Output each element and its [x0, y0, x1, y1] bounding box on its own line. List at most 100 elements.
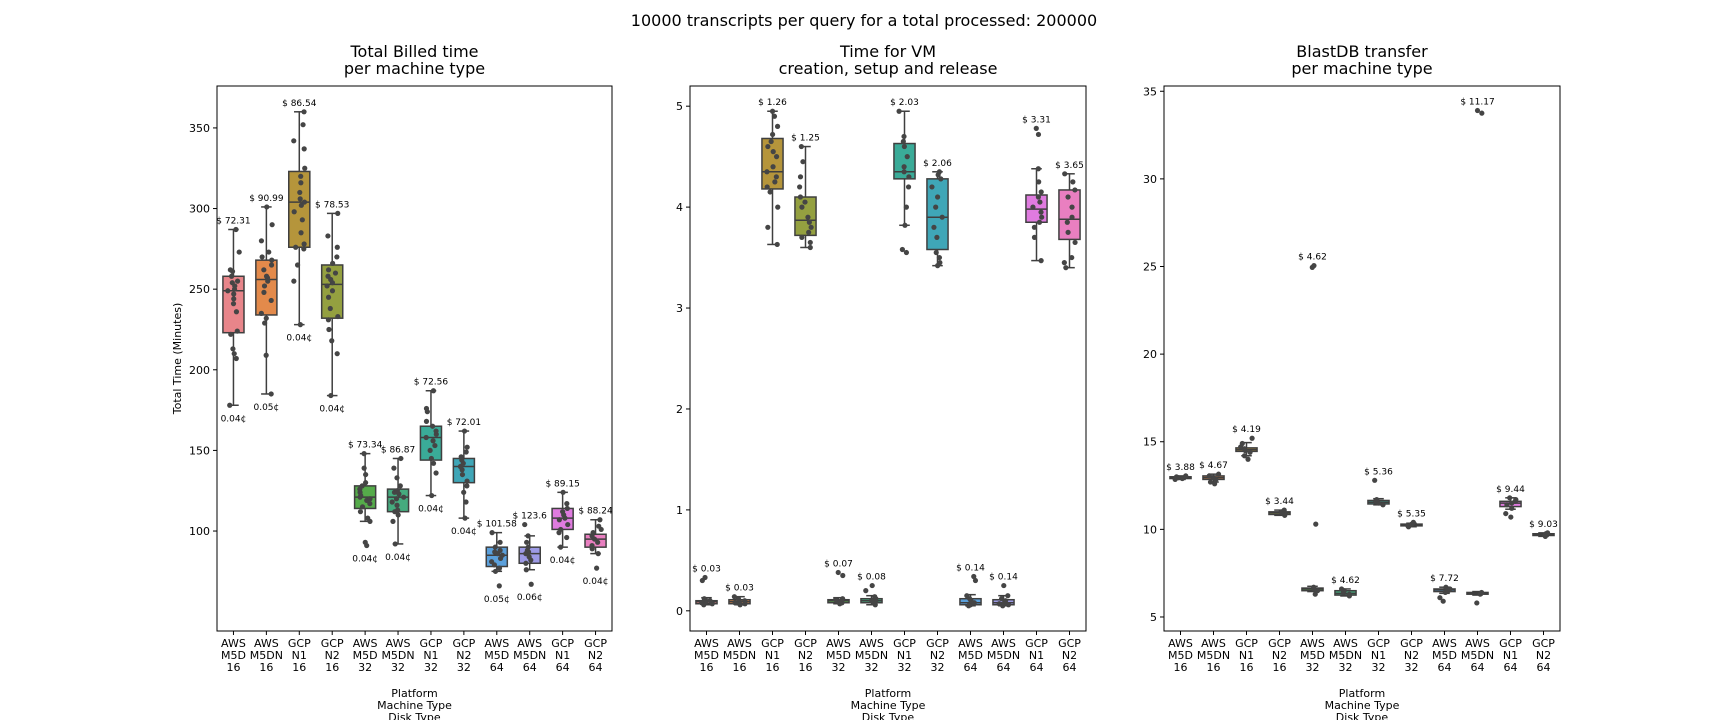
x-tick-label-line: 16	[292, 661, 306, 674]
data-point	[1002, 598, 1009, 604]
y-tick-label: 300	[189, 203, 210, 216]
data-point	[462, 515, 468, 521]
data-point	[938, 176, 944, 182]
data-point	[699, 600, 705, 606]
data-point	[797, 194, 804, 200]
x-tick-label: GCP N2 32	[926, 637, 949, 674]
box-2-12: $ 3.65	[1055, 161, 1084, 271]
x-tick-label-line: M5D	[958, 649, 983, 662]
data-point	[430, 460, 437, 466]
x-tick-label-line: AWS	[859, 637, 884, 650]
cost-label: $ 101.58	[477, 520, 517, 530]
panel-title: BlastDB transfer per machine type	[1291, 42, 1432, 78]
x-tick-label-line: GCP	[584, 637, 607, 650]
data-point	[832, 597, 839, 603]
data-point	[770, 164, 776, 170]
plot-frame	[689, 85, 1087, 632]
data-point	[1069, 254, 1075, 261]
data-point	[423, 405, 430, 412]
cost-label: $ 0.03	[725, 584, 754, 594]
data-point	[936, 254, 943, 261]
x-tick-label-line: AWS	[1432, 637, 1457, 650]
x-tick-label-line: GCP	[1268, 637, 1291, 650]
panel-title-line: Total Billed time	[350, 42, 479, 61]
data-point	[1062, 171, 1068, 177]
data-point	[1346, 591, 1352, 597]
data-point	[1035, 131, 1042, 138]
x-tick-label: AWS M5DN 32	[1329, 637, 1362, 674]
data-point	[807, 239, 813, 246]
x-tick-label-line: AWS	[254, 637, 279, 650]
data-point	[258, 310, 264, 316]
data-point	[357, 509, 364, 515]
data-point	[298, 180, 304, 186]
data-point	[432, 442, 438, 449]
x-axis-label-line: Platform	[1339, 687, 1385, 700]
data-point	[429, 492, 435, 499]
data-point	[301, 199, 308, 205]
x-tick-label-line: AWS	[1168, 637, 1193, 650]
y-tick-label: 250	[189, 283, 210, 296]
x-tick-label: AWS M5DN 64	[1461, 637, 1494, 674]
box-1-3: $ 86.54 0.04¢	[282, 99, 317, 344]
data-point	[1508, 514, 1514, 520]
data-point	[394, 475, 400, 481]
box-2-8: $ 2.06	[923, 159, 952, 269]
cost-label: $ 1.25	[791, 134, 820, 144]
data-point	[397, 483, 403, 489]
data-point	[905, 184, 912, 190]
figure-title: 10000 transcripts per query for a total …	[630, 11, 1098, 30]
x-tick-label: GCP N2 16	[321, 637, 344, 674]
data-point	[395, 512, 401, 518]
data-point	[263, 352, 269, 358]
data-point	[264, 204, 270, 210]
data-point	[1380, 502, 1386, 508]
data-point	[268, 262, 275, 268]
data-point	[840, 572, 846, 579]
data-point	[227, 402, 233, 408]
data-point	[1443, 584, 1449, 590]
data-point	[900, 138, 906, 145]
data-point	[299, 217, 305, 223]
y-axis-label: Total Time (Minutes)	[171, 303, 184, 416]
data-point	[972, 577, 979, 584]
x-tick-label-line: M5DN	[723, 649, 756, 662]
data-point	[499, 552, 505, 558]
box-1-9: $ 101.58 0.05¢	[477, 520, 517, 605]
data-point	[423, 434, 429, 441]
box-3-12: $ 9.03	[1529, 520, 1558, 539]
data-point	[933, 204, 939, 210]
data-point	[1005, 602, 1012, 608]
x-tick-label: AWS M5D 16	[221, 637, 246, 674]
data-point	[764, 169, 770, 175]
y-tick-label: 30	[1143, 173, 1157, 186]
box-3-10: $ 11.17	[1460, 98, 1495, 606]
data-point	[325, 294, 332, 300]
cost-label: $ 0.14	[989, 573, 1018, 583]
data-point	[1001, 582, 1007, 589]
cost-label: $ 3.65	[1055, 161, 1084, 171]
data-point	[1247, 449, 1253, 455]
x-tick-label: GCP N1 32	[1367, 637, 1390, 674]
x-tick-label: AWS M5D 64	[1432, 637, 1457, 674]
data-point	[227, 267, 233, 273]
chart-panel-3: BlastDB transfer per machine type 5 10 15 20 2…	[1143, 42, 1561, 720]
box-3-2: $ 4.67	[1199, 461, 1228, 487]
x-tick-label: GCP N1 16	[1235, 637, 1258, 674]
data-point	[428, 455, 434, 462]
data-point	[430, 388, 437, 394]
data-point	[298, 173, 304, 179]
iqr-box	[1058, 189, 1081, 241]
data-point	[433, 470, 439, 476]
box-3-6: $ 4.62	[1331, 576, 1360, 599]
data-point	[768, 138, 774, 145]
data-point	[359, 483, 365, 489]
data-point	[931, 224, 937, 230]
x-tick-label-line: 16	[733, 661, 747, 674]
data-point	[1069, 214, 1075, 220]
x-tick-label: AWS M5D 64	[958, 637, 983, 674]
box-3-7: $ 5.36	[1364, 467, 1393, 508]
data-point	[1241, 453, 1248, 459]
box-1-10: $ 123.6 0.06¢	[513, 512, 548, 604]
panel-title-line: BlastDB transfer	[1296, 42, 1428, 61]
